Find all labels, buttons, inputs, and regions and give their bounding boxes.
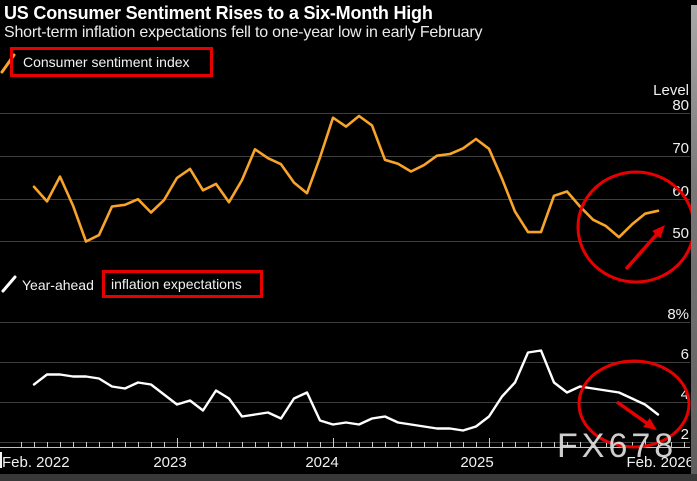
x-axis-tick xyxy=(60,442,61,447)
x-axis-line xyxy=(0,447,690,448)
x-axis-tick xyxy=(138,442,139,447)
x-tick-label: Feb. 2026 xyxy=(626,454,694,471)
left-edge-artifact xyxy=(0,452,2,468)
x-axis-tick xyxy=(21,442,22,447)
consumer-sentiment-line xyxy=(32,114,660,243)
x-axis-tick xyxy=(411,442,412,447)
y-tick-label: 4 xyxy=(680,386,689,403)
y-axis-header-top: Level xyxy=(653,82,689,99)
x-axis-tick xyxy=(47,442,48,447)
x-axis-tick xyxy=(268,442,269,447)
gridline xyxy=(0,402,690,403)
x-axis-tick xyxy=(632,442,633,447)
legend-inflation-label: inflation expectations xyxy=(111,276,242,292)
x-axis-tick xyxy=(125,442,126,447)
x-axis-tick xyxy=(242,442,243,447)
x-axis-tick xyxy=(398,442,399,447)
annotation-arrow-down xyxy=(615,400,650,426)
x-axis-tick xyxy=(346,442,347,447)
x-axis-tick xyxy=(99,442,100,447)
x-axis-tick xyxy=(281,442,282,447)
x-tick-label: 2025 xyxy=(460,454,494,471)
x-axis-tick xyxy=(190,442,191,447)
x-axis-tick xyxy=(151,442,152,447)
x-axis-tick xyxy=(658,442,659,447)
y-tick-label: 8% xyxy=(667,306,689,323)
x-axis-tick xyxy=(515,442,516,447)
x-axis-tick xyxy=(320,442,321,447)
annotation-arrowhead-down-icon xyxy=(643,418,657,430)
x-axis-tick xyxy=(502,442,503,447)
x-axis-tick xyxy=(541,442,542,447)
page-title: US Consumer Sentiment Rises to a Six-Mon… xyxy=(4,3,433,23)
inflation-line-swatch-icon xyxy=(1,275,17,293)
x-axis-tick xyxy=(112,442,113,447)
x-axis-tick xyxy=(333,438,334,447)
x-axis-tick xyxy=(463,442,464,447)
inflation-expectations-line xyxy=(32,349,660,432)
x-axis-tick xyxy=(437,442,438,447)
gridline xyxy=(0,199,690,200)
gridline xyxy=(0,322,690,323)
x-axis-tick xyxy=(554,442,555,447)
annotation-arrowhead-up-icon xyxy=(652,225,665,239)
x-axis-tick xyxy=(606,442,607,447)
legend-inflation-prefix: Year-ahead xyxy=(22,277,94,293)
x-axis-tick xyxy=(34,442,35,447)
gridline xyxy=(0,156,690,157)
bottom-edge-bar xyxy=(0,474,697,481)
x-tick-label: 2024 xyxy=(305,454,339,471)
x-axis-tick xyxy=(580,442,581,447)
x-axis-tick xyxy=(476,442,477,447)
x-axis-tick xyxy=(528,442,529,447)
x-axis-tick xyxy=(216,442,217,447)
x-axis-tick xyxy=(671,442,672,447)
x-tick-label: Feb. 2022 xyxy=(2,454,70,471)
x-axis-tick xyxy=(372,442,373,447)
x-axis-tick xyxy=(645,438,646,447)
annotation-circle-sentiment xyxy=(576,170,696,284)
x-axis-tick xyxy=(684,442,685,447)
x-axis-tick xyxy=(177,438,178,447)
scrollbar[interactable] xyxy=(691,5,697,474)
x-axis-tick xyxy=(567,442,568,447)
x-axis-tick xyxy=(307,442,308,447)
gridline xyxy=(0,113,690,114)
page-subtitle: Short-term inflation expectations fell t… xyxy=(4,24,483,41)
watermark: FX678 xyxy=(557,427,678,465)
x-axis-tick xyxy=(424,442,425,447)
gridline xyxy=(0,241,690,242)
legend-inflation-red-box: inflation expectations xyxy=(102,270,263,298)
y-tick-label: 80 xyxy=(672,97,689,114)
y-tick-label: 6 xyxy=(680,346,689,363)
gridline xyxy=(0,362,690,363)
y-tick-label: 70 xyxy=(672,140,689,157)
x-axis-tick xyxy=(450,442,451,447)
x-tick-label: 2023 xyxy=(153,454,187,471)
x-axis-tick xyxy=(73,442,74,447)
gridline xyxy=(0,442,690,443)
y-tick-label: 2 xyxy=(680,426,689,443)
x-axis-tick xyxy=(359,442,360,447)
y-tick-label: 50 xyxy=(672,225,689,242)
x-axis-tick xyxy=(294,442,295,447)
annotation-arrow-up xyxy=(624,232,659,271)
legend-sentiment-red-box: Consumer sentiment index xyxy=(10,47,213,77)
annotation-circle-inflation xyxy=(577,359,691,449)
x-axis-tick xyxy=(255,442,256,447)
x-axis-tick xyxy=(164,442,165,447)
x-axis-tick xyxy=(385,442,386,447)
x-axis-tick xyxy=(489,438,490,447)
legend-sentiment-label: Consumer sentiment index xyxy=(23,54,190,70)
x-axis-tick xyxy=(203,442,204,447)
x-axis-tick xyxy=(593,442,594,447)
x-axis-tick xyxy=(86,442,87,447)
x-axis-tick xyxy=(229,442,230,447)
